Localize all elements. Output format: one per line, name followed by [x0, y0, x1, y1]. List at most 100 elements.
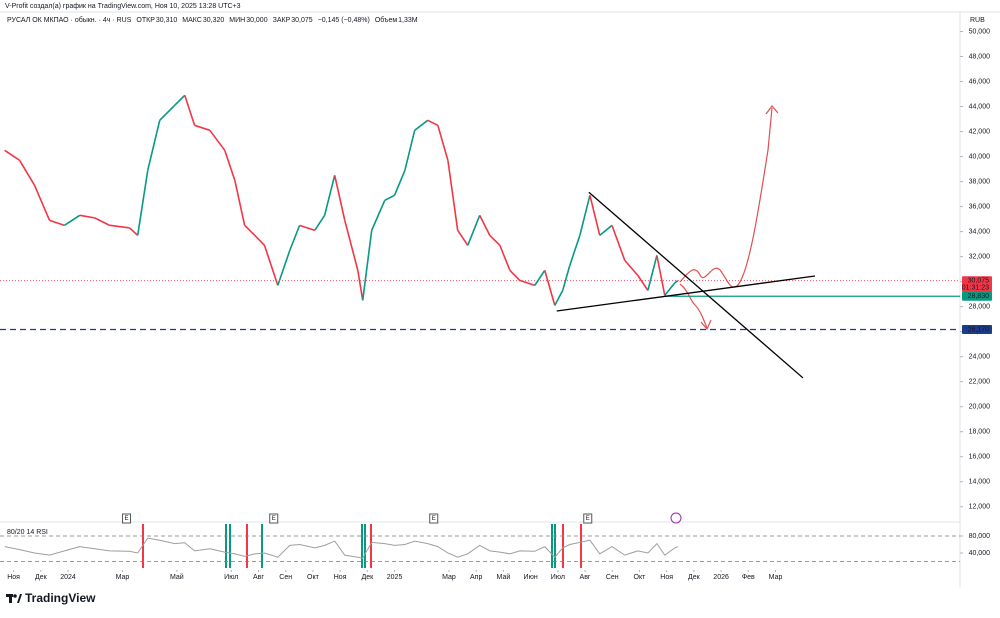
y-tick-label: 12,000	[969, 504, 991, 511]
y-tick-label: 44,000	[969, 103, 991, 110]
price-level-label: 30,075	[968, 278, 990, 285]
price-segment	[467, 215, 481, 246]
x-tick-label: Авг	[580, 574, 591, 581]
x-tick-label: Ноя	[334, 574, 347, 581]
y-tick-label: 34,000	[969, 228, 991, 235]
currency: RUB	[970, 17, 985, 24]
x-tick-label: 2026	[713, 574, 729, 581]
price-segment	[174, 94, 186, 106]
y-tick-label: 16,000	[969, 454, 991, 461]
price-segment	[447, 160, 459, 231]
price-segment	[647, 255, 658, 291]
price-segment	[64, 214, 81, 227]
price-segment	[554, 290, 564, 306]
event-label: E	[586, 516, 590, 522]
price-segment	[479, 214, 491, 236]
x-tick-label: 2024	[60, 574, 76, 581]
legend-value: 30,000	[246, 17, 268, 24]
legend-value: 30,075	[291, 17, 313, 24]
price-segment	[611, 225, 626, 261]
price-level-timer: 01:31:23	[962, 285, 989, 292]
x-tick-label: 2025	[387, 574, 403, 581]
price-segment	[437, 125, 449, 161]
price-segment	[194, 124, 211, 132]
price-segment	[569, 235, 581, 266]
price-segment	[234, 180, 246, 226]
footer-brand: TradingView	[25, 591, 96, 605]
price-segment	[184, 95, 196, 126]
price-segment	[361, 230, 373, 301]
price-segment	[393, 170, 406, 196]
x-tick-label: Мар	[769, 574, 783, 581]
event-marker	[429, 513, 439, 524]
price-segment	[509, 269, 521, 281]
y-tick-label: 46,000	[969, 78, 991, 85]
price-segment	[457, 229, 469, 246]
price-segment	[4, 149, 21, 161]
price-segment	[499, 245, 511, 271]
price-segment	[370, 200, 386, 231]
price-segment	[674, 280, 679, 284]
price-segment	[18, 159, 36, 186]
y-tick-label: 38,000	[969, 178, 991, 185]
price-segment	[314, 214, 326, 231]
price-segment	[94, 217, 111, 227]
y-tick-label: 28,000	[969, 303, 991, 310]
rsi-title: 80/20 14 RSI	[7, 529, 48, 536]
x-tick-label: Май	[170, 573, 184, 581]
price-segment	[333, 175, 346, 221]
price-segment	[543, 270, 556, 306]
legend-value: 30,310	[156, 17, 178, 24]
x-tick-label: Апр	[470, 574, 482, 581]
y-tick-label: 36,000	[969, 203, 991, 210]
price-segment	[427, 119, 439, 127]
price-segment	[128, 227, 139, 236]
legend-label: Объем	[375, 16, 397, 24]
y-tick-label: 22,000	[969, 379, 991, 386]
x-tick-label: Мар	[116, 574, 130, 581]
price-segment	[277, 250, 291, 286]
y-tick-label: 42,000	[969, 128, 991, 135]
x-tick-label: Дек	[688, 574, 701, 581]
event-marker	[583, 513, 593, 524]
x-tick-label: Ноя	[7, 574, 20, 581]
price-segment	[146, 120, 161, 171]
x-tick-label: Мар	[442, 574, 456, 581]
symbol-title: РУСАЛ ОК МКПАО · обыкн. · 4ч · RUS	[7, 16, 132, 24]
price-segment	[209, 129, 226, 151]
price-segment	[404, 130, 416, 171]
price-segment	[664, 282, 676, 296]
x-tick-label: Фев	[742, 574, 755, 581]
y-tick-label: 14,000	[969, 479, 991, 486]
event-label: E	[125, 516, 129, 522]
price-segment	[637, 274, 649, 291]
price-level-box	[962, 325, 992, 335]
price-segment	[323, 175, 336, 216]
price-level-box	[962, 276, 992, 293]
price-segment	[624, 259, 639, 276]
price-segment	[289, 225, 301, 251]
x-tick-label: Окт	[634, 574, 647, 581]
legend-label: МИН	[229, 17, 245, 24]
rsi-tick-label: 80,000	[969, 533, 991, 540]
price-level-box	[962, 291, 992, 301]
y-tick-label: 50,000	[969, 28, 991, 35]
trendline	[588, 191, 804, 379]
x-tick-label: Июл	[551, 574, 565, 581]
x-tick-label: Июл	[224, 574, 238, 581]
price-segment	[519, 279, 535, 287]
price-segment	[414, 119, 429, 131]
event-marker	[122, 513, 132, 524]
price-segment	[136, 170, 149, 236]
legend-value: −0,145 (−0,48%)	[318, 17, 370, 24]
price-segment	[534, 269, 546, 286]
price-segment	[599, 224, 613, 236]
price-segment	[561, 265, 571, 291]
price-segment	[343, 220, 359, 271]
y-tick-label: 48,000	[969, 53, 991, 60]
price-segment	[254, 234, 266, 246]
price-segment	[79, 214, 95, 219]
y-tick-label: 20,000	[969, 404, 991, 411]
x-tick-label: Сен	[279, 574, 292, 581]
